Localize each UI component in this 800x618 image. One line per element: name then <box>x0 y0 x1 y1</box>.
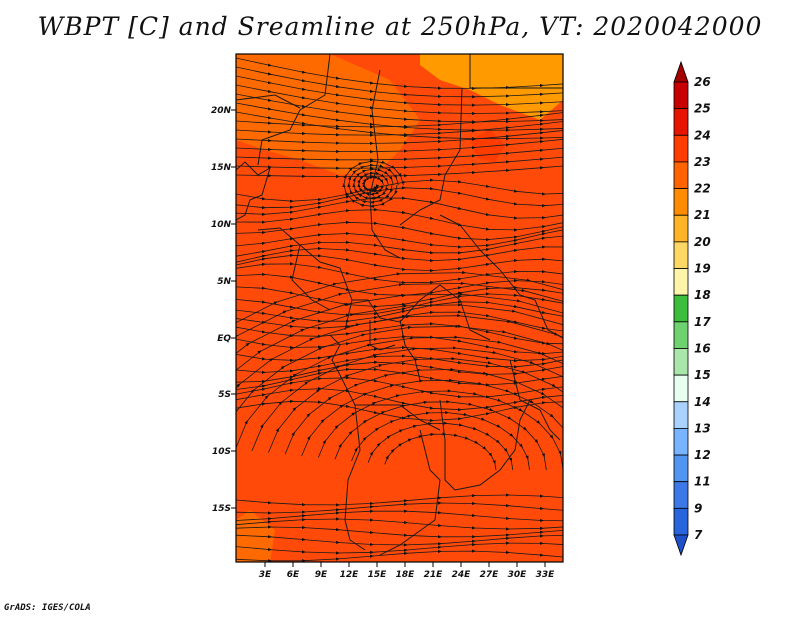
streamline <box>236 165 563 179</box>
lat-label: EQ <box>217 334 231 344</box>
colorbar-label: 9 <box>694 501 702 515</box>
colorbar-swatch <box>673 134 689 163</box>
colorbar: 26 25 24 23 22 21 20 19 18 17 16 15 14 13 12 11 9 7 <box>673 60 711 557</box>
lon-label: 9E <box>315 570 328 580</box>
lon-label: 21E <box>424 570 444 580</box>
colorbar-swatch <box>673 81 689 110</box>
lat-label: 10S <box>212 447 231 457</box>
lat-label: 15N <box>211 163 232 173</box>
colorbar-label: 20 <box>694 235 711 249</box>
lon-label: 33E <box>536 570 556 580</box>
colorbar-swatch <box>673 454 689 483</box>
colorbar-label: 13 <box>694 421 711 435</box>
colorbar-swatch <box>673 268 689 296</box>
colorbar-label: 14 <box>694 395 711 409</box>
colorbar-swatch <box>673 401 689 429</box>
colorbar-label: 7 <box>694 528 703 542</box>
colorbar-swatch <box>673 321 689 349</box>
colorbar-swatch <box>673 348 689 376</box>
colorbar-swatch <box>673 428 689 456</box>
colorbar-swatch <box>673 188 689 216</box>
colorbar-label: 17 <box>694 315 711 329</box>
colorbar-label: 11 <box>694 475 711 489</box>
colorbar-swatch <box>673 108 689 136</box>
colorbar-label: 24 <box>694 128 711 142</box>
colorbar-swatch <box>673 507 689 536</box>
streamline <box>236 270 563 430</box>
streamlines <box>236 57 563 562</box>
colorbar-label: 22 <box>694 182 711 196</box>
colorbar-swatch <box>673 161 689 189</box>
lat-label: 10N <box>211 220 232 230</box>
lon-label: 15E <box>368 570 388 580</box>
lon-label: 24E <box>452 570 472 580</box>
colorbar-label: 15 <box>694 368 711 382</box>
colorbar-swatch <box>673 374 689 403</box>
lat-label: 15S <box>212 504 231 514</box>
lon-label: 12E <box>340 570 360 580</box>
grads-credit: GrADS: IGES/COLA <box>4 603 91 613</box>
colorbar-bottom-arrow <box>673 534 689 557</box>
colorbar-label: 26 <box>694 75 711 89</box>
colorbar-swatch <box>673 294 689 323</box>
lon-label: 27E <box>480 570 500 580</box>
colorbar-label: 19 <box>694 262 711 276</box>
lat-label: 20N <box>211 106 232 116</box>
colorbar-label: 23 <box>694 155 711 169</box>
lon-label: 30E <box>508 570 528 580</box>
colorbar-label: 16 <box>694 341 711 355</box>
colorbar-label: 18 <box>694 288 711 302</box>
lat-label: 5N <box>217 277 231 287</box>
longitude-axis: 3E 6E 9E 12E 15E 18E 21E 24E 27E 30E 33E <box>259 562 555 580</box>
country-borders <box>236 54 563 556</box>
colorbar-swatch <box>673 214 689 243</box>
lat-label: 5S <box>218 390 231 400</box>
latitude-axis: 20N 15N 10N 5N EQ 5S 10S 15S <box>211 106 236 514</box>
map-title: WBPT [C] and Sreamline at 250hPa, VT: 20… <box>37 12 763 41</box>
colorbar-top-arrow <box>673 60 689 83</box>
colorbar-label: 21 <box>694 208 711 222</box>
streamline <box>342 159 404 208</box>
colorbar-label: 25 <box>694 102 711 116</box>
colorbar-label: 12 <box>694 448 711 462</box>
lon-label: 18E <box>396 570 416 580</box>
colorbar-swatch <box>673 481 689 509</box>
map-frame <box>235 53 564 563</box>
streamline <box>236 549 563 562</box>
lon-label: 3E <box>259 570 272 580</box>
colorbar-swatch <box>673 241 689 269</box>
lon-label: 6E <box>287 570 300 580</box>
